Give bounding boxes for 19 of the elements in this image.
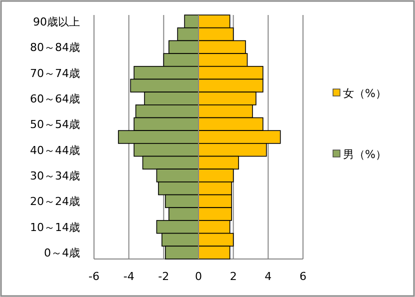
y-tick-label: 70～74歳	[30, 66, 80, 80]
y-tick-label: 40～44歳	[30, 144, 80, 157]
y-tick-label: 10～14歳	[30, 220, 80, 234]
y-tick-label: 60～64歳	[30, 92, 80, 106]
y-tick-label: 0～4歳	[44, 246, 80, 260]
y-tick-label: 50～54歳	[30, 118, 80, 132]
y-tick-label: 20～24歳	[30, 195, 80, 208]
y-tick-label: 30～34歳	[30, 170, 80, 183]
x-tick-label: 4	[264, 270, 272, 283]
y-tick-label: 90歳以上	[33, 15, 80, 28]
x-tick-label: 6	[300, 270, 306, 283]
x-tick-label: 2	[230, 270, 237, 283]
y-tick-label: 80～84歳	[30, 41, 80, 54]
x-tick-label: -2	[158, 270, 170, 283]
x-tick-label: -4	[123, 270, 134, 283]
x-tick-label: 0	[195, 270, 202, 283]
legend-label: 男（%）	[343, 148, 386, 161]
x-tick-label: -6	[88, 270, 100, 283]
legend-label: 女（%）	[343, 87, 386, 100]
